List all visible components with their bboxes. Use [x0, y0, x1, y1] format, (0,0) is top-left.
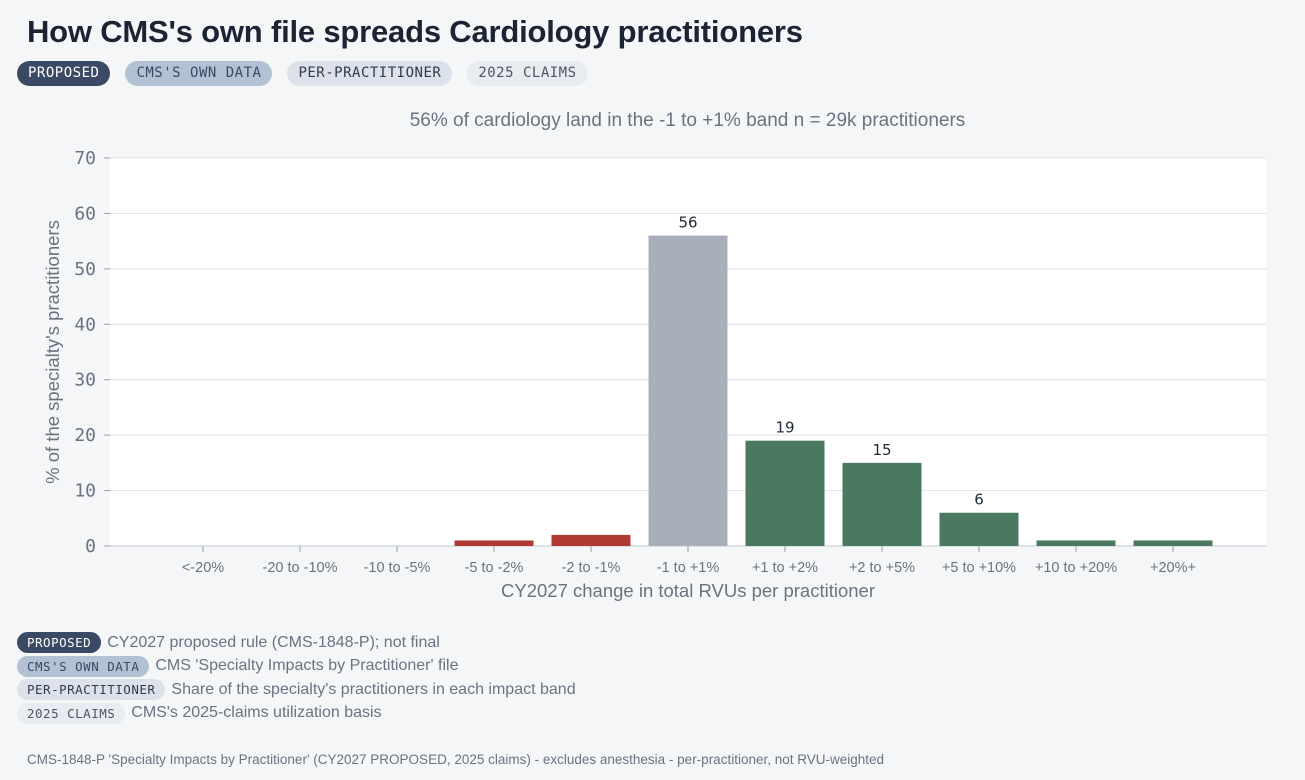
- bar: [648, 235, 728, 546]
- data-label: 56: [678, 214, 697, 232]
- chart: 0 10 20 30 40 50 60 70 <-20% -20 to -10% -10 to -5…: [42, 148, 1266, 601]
- x-tick-label: -20 to -10%: [263, 560, 338, 576]
- bar: [454, 540, 534, 546]
- x-tick-label: <-20%: [182, 560, 224, 576]
- legend-badge-2025-claims: 2025 CLAIMS: [17, 702, 126, 724]
- bar: [745, 440, 825, 546]
- legend-badge-cms-own-data: CMS'S OWN DATA: [17, 655, 150, 677]
- bar: [1036, 540, 1116, 546]
- y-tick-label: 70: [74, 148, 96, 169]
- chart-title: How CMS's own file spreads Cardiology pr…: [27, 14, 803, 49]
- x-tick-label: +1 to +2%: [752, 560, 818, 576]
- x-tick-label: +20%+: [1150, 560, 1196, 576]
- x-tick-label: -1 to +1%: [657, 560, 720, 576]
- legend-text: CY2027 proposed rule (CMS-1848-P); not f…: [107, 633, 440, 651]
- badge-proposed: PROPOSED: [17, 61, 111, 86]
- x-axis-label: CY2027 change in total RVUs per practiti…: [501, 580, 875, 601]
- legend-text: Share of the specialty's practitioners i…: [171, 680, 576, 698]
- footnote: CMS-1848-P 'Specialty Impacts by Practit…: [27, 752, 885, 767]
- legend: PROPOSED CY2027 proposed rule (CMS-1848-…: [17, 631, 576, 725]
- y-tick-label: 10: [74, 481, 96, 502]
- badge-2025-claims: 2025 CLAIMS: [467, 61, 588, 86]
- y-axis-label: % of the specialty's practitioners: [42, 220, 63, 484]
- bar: [842, 462, 922, 546]
- bar: [551, 534, 631, 546]
- x-tick-label: +10 to +20%: [1035, 560, 1117, 576]
- x-tick-label: -5 to -2%: [465, 560, 524, 576]
- y-tick-label: 30: [74, 370, 96, 391]
- y-tick-label: 50: [74, 259, 96, 280]
- data-label: 19: [775, 419, 794, 437]
- y-tick-label: 0: [85, 536, 96, 557]
- badge-row: PROPOSED CMS'S OWN DATA PER-PRACTITIONER…: [17, 61, 588, 86]
- legend-text: CMS's 2025-claims utilization basis: [131, 704, 382, 722]
- legend-text: CMS 'Specialty Impacts by Practitioner' …: [155, 657, 459, 675]
- y-tick-label: 20: [74, 425, 96, 446]
- legend-item: PROPOSED CY2027 proposed rule (CMS-1848-…: [17, 631, 576, 655]
- legend-item: PER-PRACTITIONER Share of the specialty'…: [17, 678, 576, 702]
- x-tick-label: +5 to +10%: [942, 560, 1016, 576]
- badge-per-practitioner: PER-PRACTITIONER: [287, 61, 453, 86]
- legend-item: CMS'S OWN DATA CMS 'Specialty Impacts by…: [17, 655, 576, 679]
- bar: [1133, 540, 1213, 546]
- x-tick-label: +2 to +5%: [849, 560, 915, 576]
- legend-badge-proposed: PROPOSED: [17, 632, 102, 654]
- bar: [939, 512, 1019, 546]
- chart-subtitle: 56% of cardiology land in the -1 to +1% …: [409, 110, 966, 131]
- badge-cms-own-data: CMS'S OWN DATA: [125, 61, 273, 86]
- data-label: 15: [872, 441, 891, 459]
- x-tick-label: -2 to -1%: [562, 560, 621, 576]
- y-tick-label: 40: [74, 314, 96, 335]
- legend-item: 2025 CLAIMS CMS's 2025-claims utilizatio…: [17, 702, 576, 726]
- data-label: 6: [974, 491, 984, 509]
- legend-badge-per-practitioner: PER-PRACTITIONER: [17, 679, 166, 701]
- x-tick-label: -10 to -5%: [364, 560, 431, 576]
- y-tick-label: 60: [74, 203, 96, 224]
